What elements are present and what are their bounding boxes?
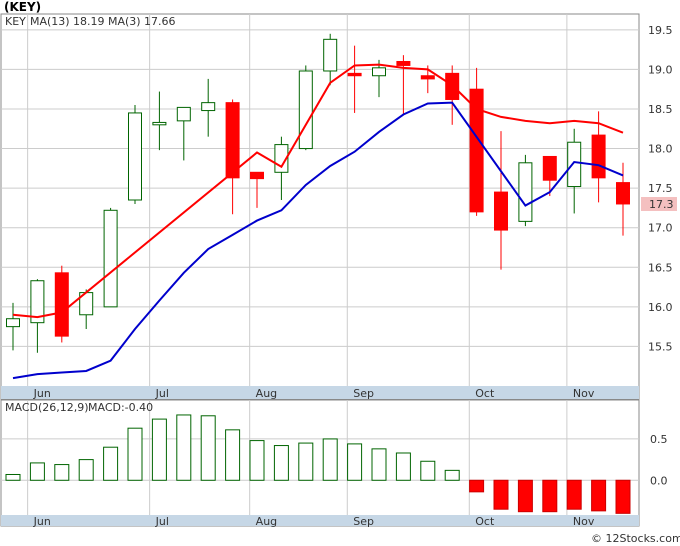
candle-body bbox=[396, 60, 411, 66]
macd-bar bbox=[542, 479, 558, 513]
price-tick-label: 16.5 bbox=[648, 261, 673, 274]
month-label: Oct bbox=[475, 387, 495, 400]
candle-body bbox=[567, 141, 582, 188]
month-label: Jun bbox=[33, 515, 51, 528]
legend-ma-long-value: 18.19 bbox=[73, 15, 105, 28]
candle-body bbox=[347, 72, 362, 77]
month-label: Nov bbox=[573, 515, 595, 528]
macd-bar bbox=[298, 442, 314, 481]
macd-bar bbox=[5, 473, 21, 481]
month-label: Sep bbox=[353, 387, 374, 400]
candle-body bbox=[469, 88, 484, 213]
macd-label: MACD(26,12,9) bbox=[5, 401, 89, 414]
macd-bar bbox=[517, 479, 533, 513]
price-tick-label: 17.0 bbox=[648, 222, 673, 235]
month-label: Sep bbox=[353, 515, 374, 528]
macd-bar bbox=[420, 460, 436, 481]
macd-bar bbox=[469, 479, 485, 493]
last-price-tag-bg bbox=[641, 197, 677, 211]
last-price-tag: 17.3 bbox=[649, 198, 674, 211]
candle-body bbox=[6, 318, 20, 328]
macd-value-label: MACD:-0.40 bbox=[88, 401, 153, 414]
candle-body bbox=[372, 67, 386, 77]
macd-bar bbox=[347, 443, 363, 481]
ma-short-line bbox=[12, 63, 624, 319]
macd-axis-ticks: 0.5 0.0 bbox=[650, 433, 668, 487]
macd-tick-label: 0.0 bbox=[650, 474, 668, 487]
month-label: Jul bbox=[155, 387, 169, 400]
macd-bar bbox=[200, 415, 216, 481]
candle-body bbox=[323, 38, 338, 72]
candle-body bbox=[591, 134, 606, 179]
macd-bar bbox=[54, 464, 70, 481]
watermark: © 12Stocks.com bbox=[591, 532, 680, 545]
macd-histogram bbox=[5, 414, 631, 514]
month-axis-labels: Jun Jun Jul Jul Aug Aug Sep Sep Oct Oct Nov Nov bbox=[33, 387, 595, 528]
legend-ma-short-value: 17.66 bbox=[144, 15, 176, 28]
candle-body bbox=[250, 171, 264, 180]
macd-bar bbox=[591, 479, 607, 512]
ma-long-line bbox=[12, 101, 624, 380]
legend-ma-long-label: MA(13) bbox=[30, 15, 70, 28]
candle-body bbox=[176, 106, 191, 122]
candle-body bbox=[542, 155, 557, 181]
macd-tick-label: 0.5 bbox=[650, 433, 668, 446]
macd-bar bbox=[78, 459, 94, 481]
candle-body bbox=[128, 112, 142, 201]
macd-bar bbox=[371, 448, 387, 481]
candle-body bbox=[616, 182, 630, 205]
macd-bar bbox=[103, 446, 119, 481]
candlestick-series bbox=[6, 33, 630, 353]
candle-body bbox=[103, 209, 118, 308]
chart-title: (KEY) bbox=[4, 0, 41, 14]
macd-bar bbox=[322, 438, 338, 481]
moving-average-lines bbox=[12, 63, 624, 380]
macd-bar bbox=[444, 469, 460, 481]
price-axis-ticks: 15.5 16.0 16.5 17.0 17.5 18.0 18.5 19.0 19.5 bbox=[648, 24, 673, 354]
price-tick-label: 19.5 bbox=[648, 24, 673, 37]
candle-body bbox=[152, 121, 167, 126]
month-label: Jun bbox=[33, 387, 51, 400]
macd-bar bbox=[273, 445, 289, 481]
candle-body bbox=[201, 102, 216, 112]
legend-symbol: KEY bbox=[5, 15, 26, 28]
price-panel-frame bbox=[0, 13, 640, 400]
month-label: Nov bbox=[573, 387, 595, 400]
macd-bar bbox=[127, 427, 143, 481]
macd-bar bbox=[249, 440, 265, 481]
candle-body bbox=[298, 70, 313, 150]
candle-body bbox=[30, 280, 45, 324]
legend-ma-short-label: MA(3) bbox=[108, 15, 141, 28]
macd-bar bbox=[176, 414, 192, 481]
candle-body bbox=[518, 162, 533, 222]
month-label: Jul bbox=[155, 515, 169, 528]
candle-body bbox=[420, 75, 435, 80]
price-tick-label: 18.0 bbox=[648, 143, 673, 156]
candle-body bbox=[225, 102, 240, 179]
macd-bar bbox=[566, 479, 582, 510]
price-tick-label: 16.0 bbox=[648, 301, 673, 314]
month-label: Aug bbox=[256, 387, 277, 400]
macd-bar bbox=[29, 462, 45, 481]
macd-bar bbox=[395, 452, 411, 481]
price-tick-label: 19.0 bbox=[648, 63, 673, 76]
candle-body bbox=[54, 272, 69, 337]
candle-body bbox=[494, 191, 508, 231]
month-label: Aug bbox=[256, 515, 277, 528]
macd-bar bbox=[151, 418, 167, 481]
price-tick-label: 15.5 bbox=[648, 340, 673, 353]
price-tick-label: 17.5 bbox=[648, 182, 673, 195]
macd-bar bbox=[615, 479, 631, 514]
price-panel-axis-band bbox=[1, 386, 639, 399]
price-tick-label: 18.5 bbox=[648, 103, 673, 116]
macd-panel-axis-band bbox=[1, 515, 639, 526]
month-label: Oct bbox=[475, 515, 495, 528]
macd-bar bbox=[225, 429, 241, 481]
macd-bar bbox=[493, 479, 509, 510]
